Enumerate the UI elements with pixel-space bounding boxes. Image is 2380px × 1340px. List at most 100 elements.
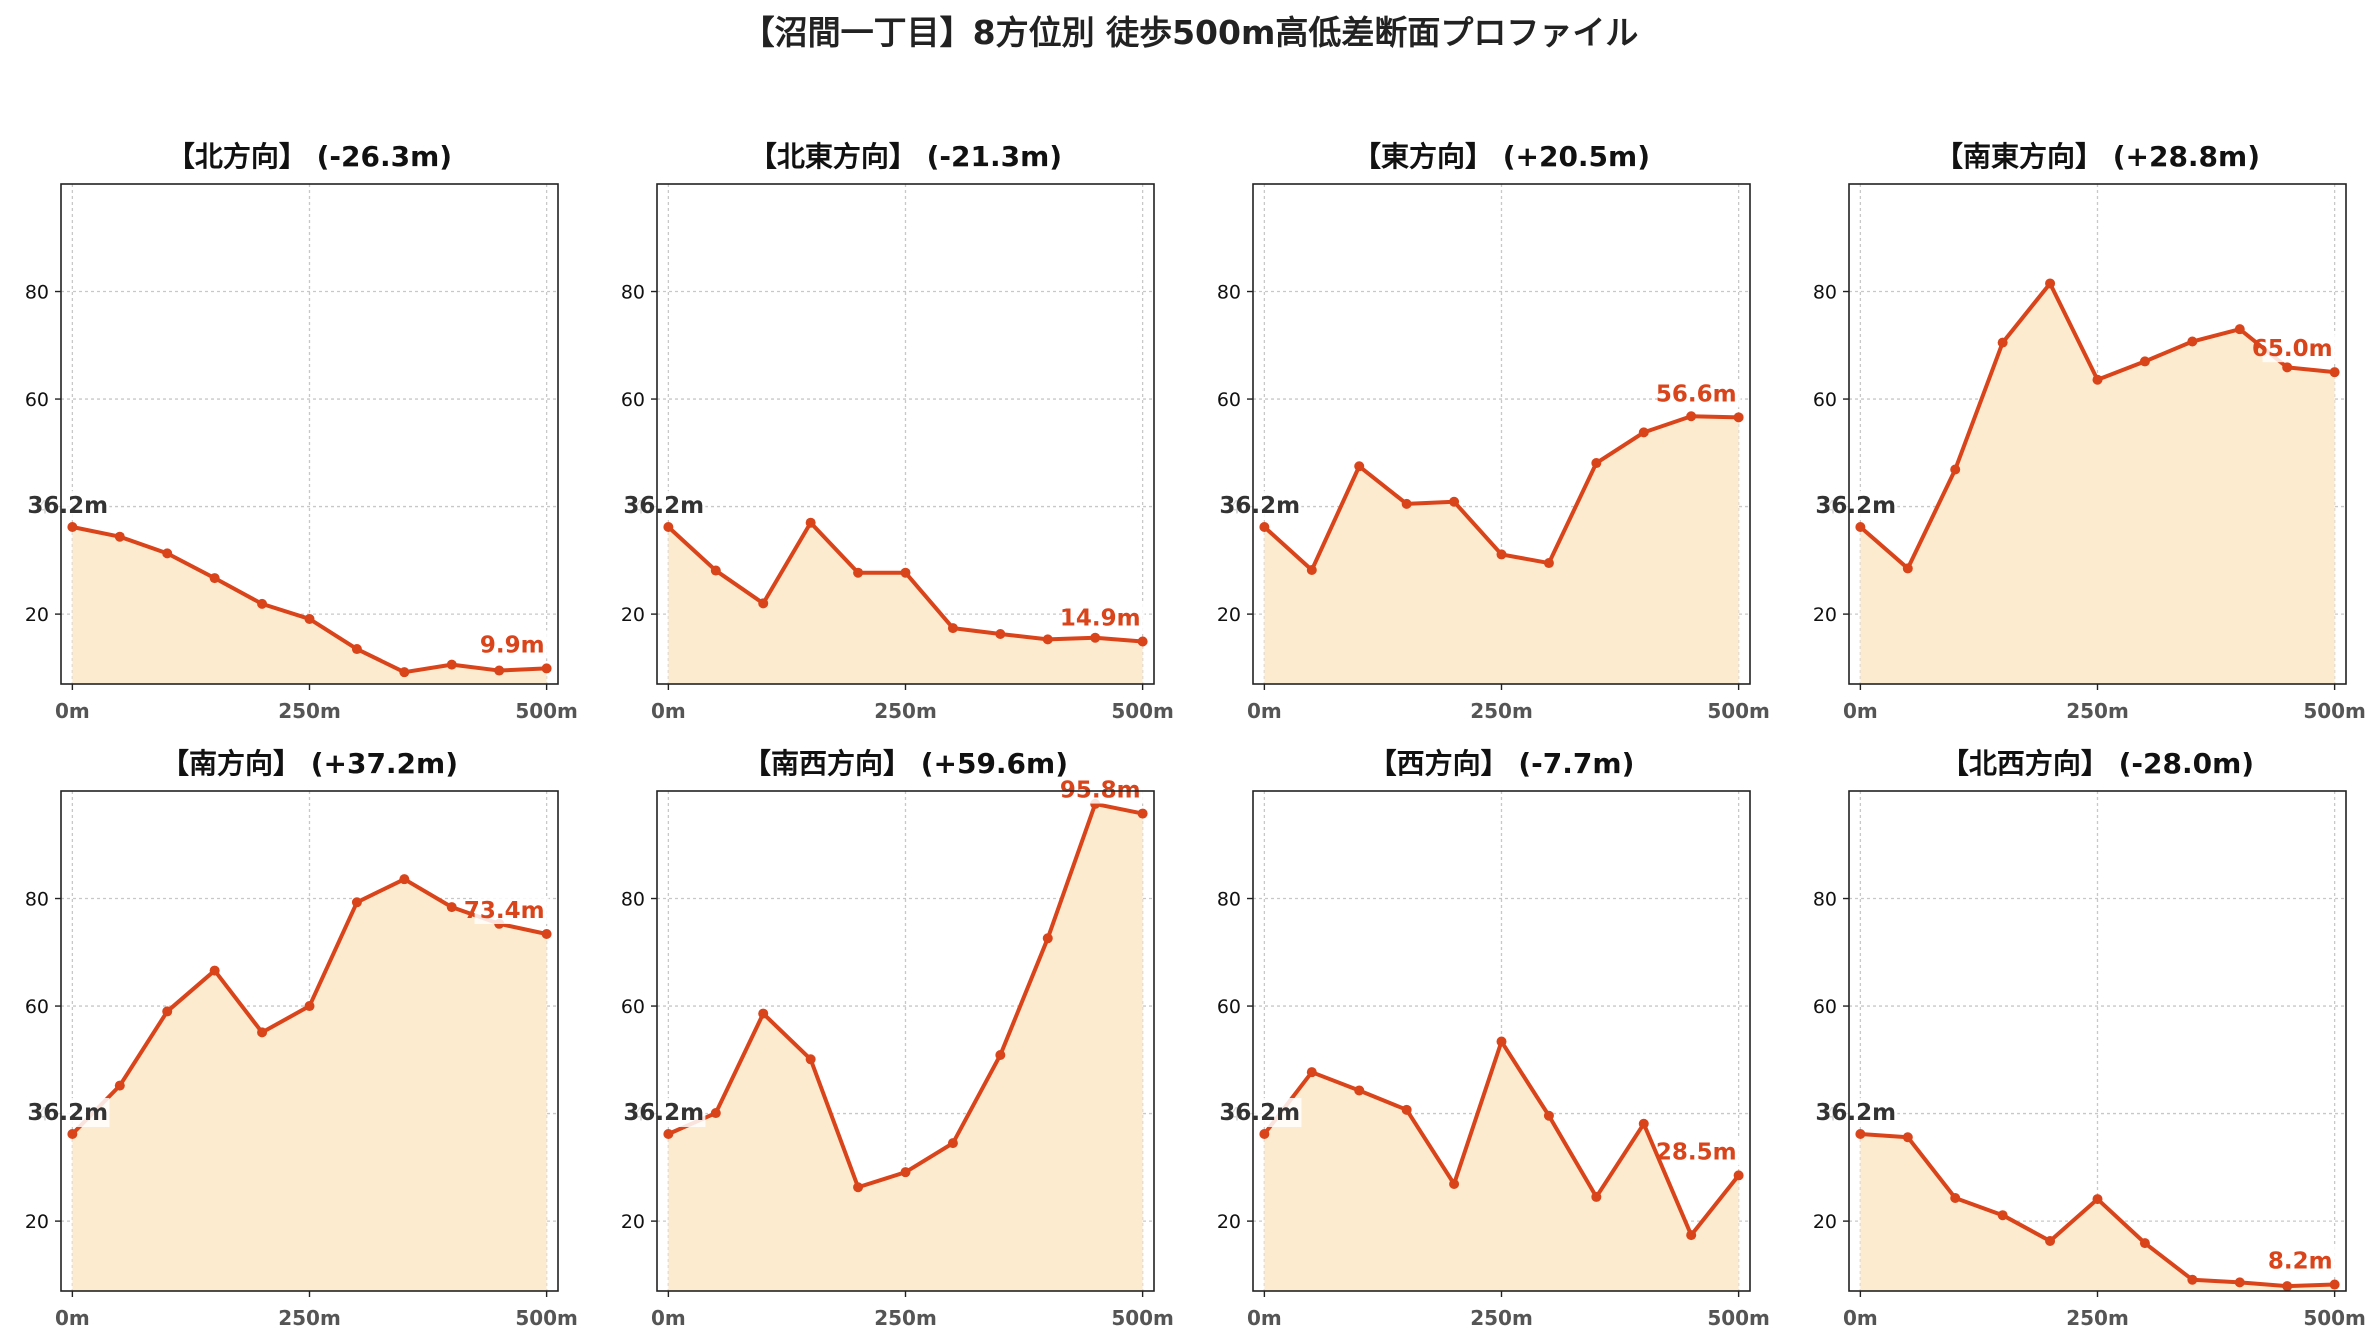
- elevation-area: [1860, 1134, 2335, 1291]
- end-label-box: [2262, 1246, 2337, 1275]
- data-point: [446, 659, 457, 670]
- panel-4: 【南方向】 (+37.2m)0m250m500m204608036.2m73.4…: [23, 747, 578, 1330]
- y-tick-label: 20: [1813, 604, 1837, 626]
- data-point: [710, 565, 721, 576]
- x-tick-label: 250m: [874, 699, 937, 723]
- x-tick-label: 250m: [278, 699, 341, 723]
- y-tick-label: 60: [1217, 996, 1241, 1018]
- data-point: [1686, 411, 1697, 422]
- y-tick-label: 20: [1217, 604, 1241, 626]
- y-tick-label: 20: [621, 604, 645, 626]
- y-tick-label: 80: [621, 889, 645, 911]
- data-point: [2045, 278, 2056, 289]
- data-point: [304, 1001, 315, 1012]
- data-point: [947, 623, 958, 634]
- data-point: [947, 1138, 958, 1149]
- start-label: 36.2m: [623, 1100, 704, 1126]
- data-point: [114, 1080, 125, 1091]
- x-tick-label: 500m: [2303, 1306, 2366, 1330]
- panel-title: 【南西方向】 (+59.6m): [743, 747, 1068, 780]
- data-point: [399, 874, 410, 885]
- y-tick-label: 20: [25, 604, 49, 626]
- y-tick-label: 80: [1813, 282, 1837, 304]
- data-point: [1137, 808, 1148, 819]
- x-tick-label: 500m: [1111, 699, 1174, 723]
- end-label-box: [2262, 334, 2337, 363]
- panels: 【北方向】 (-26.3m)0m250m500m204608036.2m9.9m…: [23, 140, 2366, 1330]
- data-point: [1686, 1230, 1697, 1241]
- data-point: [1638, 1118, 1649, 1129]
- data-point: [1401, 1104, 1412, 1115]
- start-label-box: [23, 491, 110, 521]
- data-point: [494, 665, 505, 676]
- data-point: [351, 897, 362, 908]
- data-point: [1137, 636, 1148, 647]
- x-tick-label: 0m: [55, 699, 90, 723]
- data-point: [995, 629, 1006, 639]
- x-tick-label: 250m: [1470, 1306, 1533, 1330]
- x-tick-label: 0m: [651, 699, 686, 723]
- x-tick-label: 250m: [2066, 1306, 2129, 1330]
- elevation-area: [72, 879, 547, 1291]
- y-tick-label: 60: [1813, 996, 1837, 1018]
- data-point: [2187, 1274, 2198, 1285]
- x-tick-label: 500m: [515, 699, 578, 723]
- data-point: [1042, 933, 1053, 944]
- panel-2: 【東方向】 (+20.5m)0m250m500m204608036.2m56.6…: [1215, 140, 1770, 723]
- axes-frame: [656, 790, 1155, 1292]
- data-point: [1259, 1129, 1270, 1140]
- end-label: 8.2m: [2268, 1249, 2333, 1275]
- data-point: [1950, 464, 1961, 475]
- data-point: [399, 667, 410, 678]
- end-label-box: [1070, 603, 1145, 632]
- y-tick-label: 80: [621, 282, 645, 304]
- end-label: 28.5m: [1656, 1139, 1737, 1165]
- data-point: [304, 613, 315, 624]
- data-point: [805, 1054, 816, 1065]
- y-tick-label: 80: [1217, 889, 1241, 911]
- y-tick-label: 20: [1813, 1211, 1837, 1233]
- data-point: [2234, 324, 2245, 335]
- data-point: [2139, 1238, 2150, 1249]
- panel-7: 【北西方向】 (-28.0m)0m250m500m204608036.2m8.2…: [1811, 747, 2366, 1330]
- panel-5: 【南西方向】 (+59.6m)0m250m500m204608036.2m95.…: [619, 747, 1174, 1330]
- start-label: 36.2m: [1815, 493, 1896, 519]
- axes-frame: [1252, 790, 1751, 1292]
- x-tick-label: 500m: [1707, 699, 1770, 723]
- x-tick-label: 500m: [515, 1306, 578, 1330]
- data-point: [2329, 367, 2340, 378]
- data-point: [1733, 412, 1744, 423]
- start-label-box: [619, 1098, 706, 1128]
- x-tick-label: 500m: [1707, 1306, 1770, 1330]
- x-tick-label: 0m: [1843, 1306, 1878, 1330]
- data-point: [2282, 362, 2293, 373]
- start-label: 36.2m: [27, 1100, 108, 1126]
- data-point: [1449, 1179, 1460, 1190]
- data-point: [1855, 1129, 1866, 1140]
- data-point: [541, 663, 552, 674]
- data-point: [1449, 496, 1460, 507]
- y-tick-label: 80: [25, 282, 49, 304]
- elevation-area: [1264, 416, 1739, 684]
- axes-frame: [60, 183, 559, 685]
- data-point: [1042, 634, 1053, 645]
- data-point: [67, 522, 78, 533]
- data-point: [1401, 498, 1412, 509]
- data-point: [1638, 427, 1649, 438]
- data-point: [710, 1108, 721, 1119]
- data-point: [541, 929, 552, 940]
- figure-title: 【沼間一丁目】8方位別 徒歩500m高低差断面プロファイル: [742, 13, 1639, 52]
- elevation-area: [668, 803, 1143, 1291]
- x-tick-label: 250m: [874, 1306, 937, 1330]
- x-tick-label: 0m: [55, 1306, 90, 1330]
- data-point: [1997, 1210, 2008, 1221]
- data-point: [1855, 522, 1866, 533]
- start-label: 36.2m: [27, 493, 108, 519]
- start-label-box: [1811, 1098, 1898, 1128]
- y-tick-label: 80: [1217, 282, 1241, 304]
- data-point: [2092, 1194, 2103, 1205]
- panel-title: 【北方向】 (-26.3m): [167, 140, 452, 173]
- data-point: [1902, 563, 1913, 574]
- x-tick-label: 250m: [2066, 699, 2129, 723]
